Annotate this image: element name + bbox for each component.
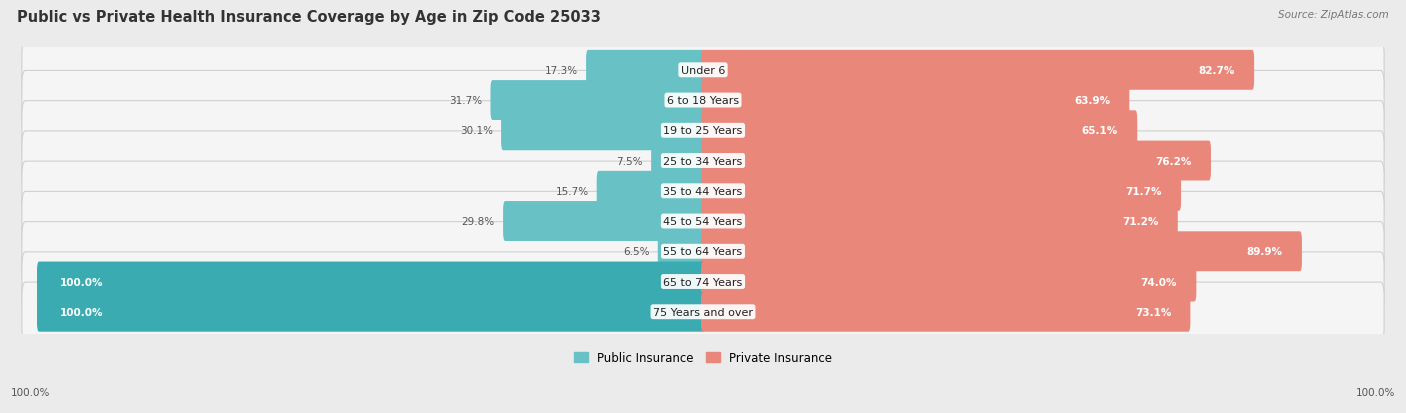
Legend: Public Insurance, Private Insurance: Public Insurance, Private Insurance — [569, 347, 837, 369]
FancyBboxPatch shape — [37, 292, 704, 332]
FancyBboxPatch shape — [702, 111, 1137, 151]
Text: 15.7%: 15.7% — [555, 186, 589, 196]
FancyBboxPatch shape — [702, 171, 1181, 211]
FancyBboxPatch shape — [22, 102, 1384, 161]
Text: 6.5%: 6.5% — [623, 247, 650, 256]
Text: 76.2%: 76.2% — [1156, 156, 1192, 166]
FancyBboxPatch shape — [22, 41, 1384, 100]
Text: 31.7%: 31.7% — [449, 96, 482, 106]
Text: 65 to 74 Years: 65 to 74 Years — [664, 277, 742, 287]
FancyBboxPatch shape — [501, 111, 704, 151]
Text: 17.3%: 17.3% — [544, 66, 578, 76]
FancyBboxPatch shape — [491, 81, 704, 121]
Text: 55 to 64 Years: 55 to 64 Years — [664, 247, 742, 256]
Text: Source: ZipAtlas.com: Source: ZipAtlas.com — [1278, 10, 1389, 20]
FancyBboxPatch shape — [702, 262, 1197, 302]
Text: 100.0%: 100.0% — [11, 387, 51, 397]
Text: 74.0%: 74.0% — [1140, 277, 1177, 287]
FancyBboxPatch shape — [586, 51, 704, 90]
FancyBboxPatch shape — [22, 162, 1384, 221]
FancyBboxPatch shape — [22, 71, 1384, 131]
Text: 82.7%: 82.7% — [1198, 66, 1234, 76]
FancyBboxPatch shape — [658, 232, 704, 272]
Text: 35 to 44 Years: 35 to 44 Years — [664, 186, 742, 196]
Text: 89.9%: 89.9% — [1247, 247, 1282, 256]
Text: 73.1%: 73.1% — [1135, 307, 1171, 317]
Text: 71.2%: 71.2% — [1122, 216, 1159, 226]
FancyBboxPatch shape — [37, 262, 704, 302]
FancyBboxPatch shape — [596, 171, 704, 211]
FancyBboxPatch shape — [22, 132, 1384, 191]
Text: Under 6: Under 6 — [681, 66, 725, 76]
Text: 19 to 25 Years: 19 to 25 Years — [664, 126, 742, 136]
FancyBboxPatch shape — [503, 202, 704, 241]
Text: 45 to 54 Years: 45 to 54 Years — [664, 216, 742, 226]
FancyBboxPatch shape — [22, 282, 1384, 342]
Text: 30.1%: 30.1% — [460, 126, 494, 136]
FancyBboxPatch shape — [22, 222, 1384, 281]
FancyBboxPatch shape — [702, 232, 1302, 272]
Text: 29.8%: 29.8% — [461, 216, 495, 226]
FancyBboxPatch shape — [702, 202, 1178, 241]
Text: 75 Years and over: 75 Years and over — [652, 307, 754, 317]
FancyBboxPatch shape — [22, 192, 1384, 251]
Text: 6 to 18 Years: 6 to 18 Years — [666, 96, 740, 106]
Text: 100.0%: 100.0% — [59, 277, 103, 287]
Text: 65.1%: 65.1% — [1081, 126, 1118, 136]
Text: 100.0%: 100.0% — [59, 307, 103, 317]
Text: Public vs Private Health Insurance Coverage by Age in Zip Code 25033: Public vs Private Health Insurance Cover… — [17, 10, 600, 25]
Text: 63.9%: 63.9% — [1074, 96, 1111, 106]
FancyBboxPatch shape — [22, 252, 1384, 311]
Text: 71.7%: 71.7% — [1125, 186, 1161, 196]
FancyBboxPatch shape — [702, 81, 1129, 121]
FancyBboxPatch shape — [651, 141, 704, 181]
FancyBboxPatch shape — [702, 51, 1254, 90]
Text: 100.0%: 100.0% — [1355, 387, 1395, 397]
FancyBboxPatch shape — [702, 292, 1191, 332]
Text: 25 to 34 Years: 25 to 34 Years — [664, 156, 742, 166]
FancyBboxPatch shape — [702, 141, 1211, 181]
Text: 7.5%: 7.5% — [616, 156, 643, 166]
